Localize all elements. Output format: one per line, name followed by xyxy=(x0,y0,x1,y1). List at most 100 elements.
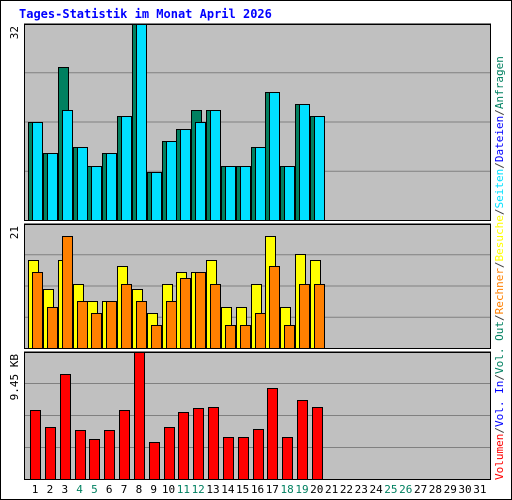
panel-bottom-frame xyxy=(24,352,491,480)
bar-dateien-day-15 xyxy=(240,166,251,221)
legend-entry: Rechner xyxy=(493,268,506,315)
bar-rechner-day-2 xyxy=(47,307,58,349)
x-tick-label: 28 xyxy=(429,483,442,496)
bar-volumen-day-10 xyxy=(164,427,175,480)
x-tick-label: 1 xyxy=(32,483,39,496)
bar-volumen-day-18 xyxy=(282,437,293,480)
bar-volumen-day-7 xyxy=(119,410,130,480)
bar-dateien-day-17 xyxy=(269,92,280,221)
legend-entry: Vol. In xyxy=(493,381,506,427)
bar-volumen-day-2 xyxy=(45,427,56,480)
bar-volumen-day-16 xyxy=(253,429,264,480)
bar-rechner-day-14 xyxy=(225,325,236,349)
bar-rechner-day-5 xyxy=(91,313,102,349)
legend-entry: Vol. Out xyxy=(493,321,506,374)
bar-dateien-day-9 xyxy=(151,172,162,221)
bar-volumen-day-6 xyxy=(104,430,115,480)
panel-middle-ymax-label: 21 xyxy=(8,226,21,239)
legend-entry: / xyxy=(493,314,506,321)
panel-bottom: 9.45 KB xyxy=(8,351,491,480)
legend-entry: / xyxy=(493,162,506,169)
bar-dateien-day-20 xyxy=(314,116,325,221)
x-tick-label: 23 xyxy=(355,483,368,496)
bar-dateien-day-8 xyxy=(136,24,147,221)
x-tick-label: 3 xyxy=(61,483,68,496)
bar-volumen-day-4 xyxy=(75,430,86,480)
bar-volumen-day-3 xyxy=(60,374,71,480)
x-tick-label: 17 xyxy=(266,483,279,496)
bar-dateien-day-16 xyxy=(255,147,266,221)
bar-dateien-day-12 xyxy=(195,122,206,221)
bar-volumen-day-19 xyxy=(297,400,308,480)
bar-dateien-day-19 xyxy=(299,104,310,221)
bar-volumen-day-12 xyxy=(193,408,204,480)
panel-middle-frame xyxy=(24,224,491,349)
bar-volumen-day-8 xyxy=(134,352,145,480)
panel-top-frame xyxy=(24,24,491,221)
legend-entry: / xyxy=(493,261,506,268)
x-tick-label: 19 xyxy=(295,483,308,496)
bar-rechner-day-1 xyxy=(32,272,43,349)
bar-dateien-day-1 xyxy=(32,122,43,221)
x-tick-label: 4 xyxy=(76,483,83,496)
bar-rechner-day-7 xyxy=(121,284,132,349)
bar-rechner-day-15 xyxy=(240,325,251,349)
bar-dateien-day-13 xyxy=(210,110,221,221)
legend-entry: / xyxy=(493,109,506,116)
x-tick-label: 15 xyxy=(236,483,249,496)
x-tick-label: 2 xyxy=(47,483,54,496)
legend-entry: / xyxy=(493,208,506,215)
panel-middle: 21 xyxy=(8,223,491,349)
bar-volumen-day-15 xyxy=(238,437,249,480)
x-tick-label: 25 xyxy=(384,483,397,496)
x-tick-label: 16 xyxy=(251,483,264,496)
bar-dateien-day-6 xyxy=(106,153,117,221)
x-tick-label: 24 xyxy=(369,483,383,496)
legend-entry: Besuche xyxy=(493,215,506,261)
panel-top: 32 xyxy=(8,23,491,221)
bar-volumen-day-1 xyxy=(30,410,41,480)
x-tick-label: 13 xyxy=(206,483,219,496)
bar-volumen-day-13 xyxy=(208,407,219,480)
x-tick-label: 30 xyxy=(458,483,471,496)
bar-rechner-day-11 xyxy=(180,278,191,349)
bar-rechner-day-16 xyxy=(255,313,266,349)
bar-dateien-day-2 xyxy=(47,153,58,221)
bar-rechner-day-13 xyxy=(210,284,221,349)
legend-entry: Seiten xyxy=(493,169,506,209)
x-tick-label: 7 xyxy=(121,483,128,496)
x-tick-label: 29 xyxy=(444,483,457,496)
bar-rechner-day-9 xyxy=(151,325,162,349)
bar-volumen-day-11 xyxy=(178,412,189,480)
bar-rechner-day-6 xyxy=(106,301,117,349)
bar-rechner-day-4 xyxy=(77,301,88,349)
bar-dateien-day-7 xyxy=(121,116,132,221)
x-tick-label: 21 xyxy=(325,483,338,496)
bar-dateien-day-4 xyxy=(77,147,88,221)
legend-entry: Volumen xyxy=(493,434,506,480)
bar-rechner-day-20 xyxy=(314,284,325,349)
legend-entry: Anfragen xyxy=(493,56,506,109)
bar-rechner-day-8 xyxy=(136,301,147,349)
bar-dateien-day-3 xyxy=(62,110,73,221)
bar-dateien-day-14 xyxy=(225,166,236,221)
bar-rechner-day-10 xyxy=(166,301,177,349)
x-tick-label: 18 xyxy=(281,483,294,496)
bar-rechner-day-3 xyxy=(62,236,73,349)
x-tick-label: 20 xyxy=(310,483,323,496)
bar-rechner-day-18 xyxy=(284,325,295,349)
bar-rechner-day-12 xyxy=(195,272,206,349)
bar-volumen-day-17 xyxy=(267,388,278,480)
chart-title: Tages-Statistik im Monat April 2026 xyxy=(19,7,272,21)
bar-rechner-day-19 xyxy=(299,284,310,349)
bar-dateien-day-5 xyxy=(91,166,102,221)
x-tick-label: 5 xyxy=(91,483,98,496)
x-tick-label: 11 xyxy=(177,483,190,496)
panel-top-ymax-label: 32 xyxy=(8,26,21,39)
panel-bottom-ymax-label: 9.45 KB xyxy=(8,354,21,401)
vertical-legend: Volumen/Vol. In/Vol. Out/Rechner/Besuche… xyxy=(493,56,506,480)
bar-volumen-day-20 xyxy=(312,407,323,480)
x-tick-label: 12 xyxy=(192,483,205,496)
x-tick-label: 27 xyxy=(414,483,427,496)
